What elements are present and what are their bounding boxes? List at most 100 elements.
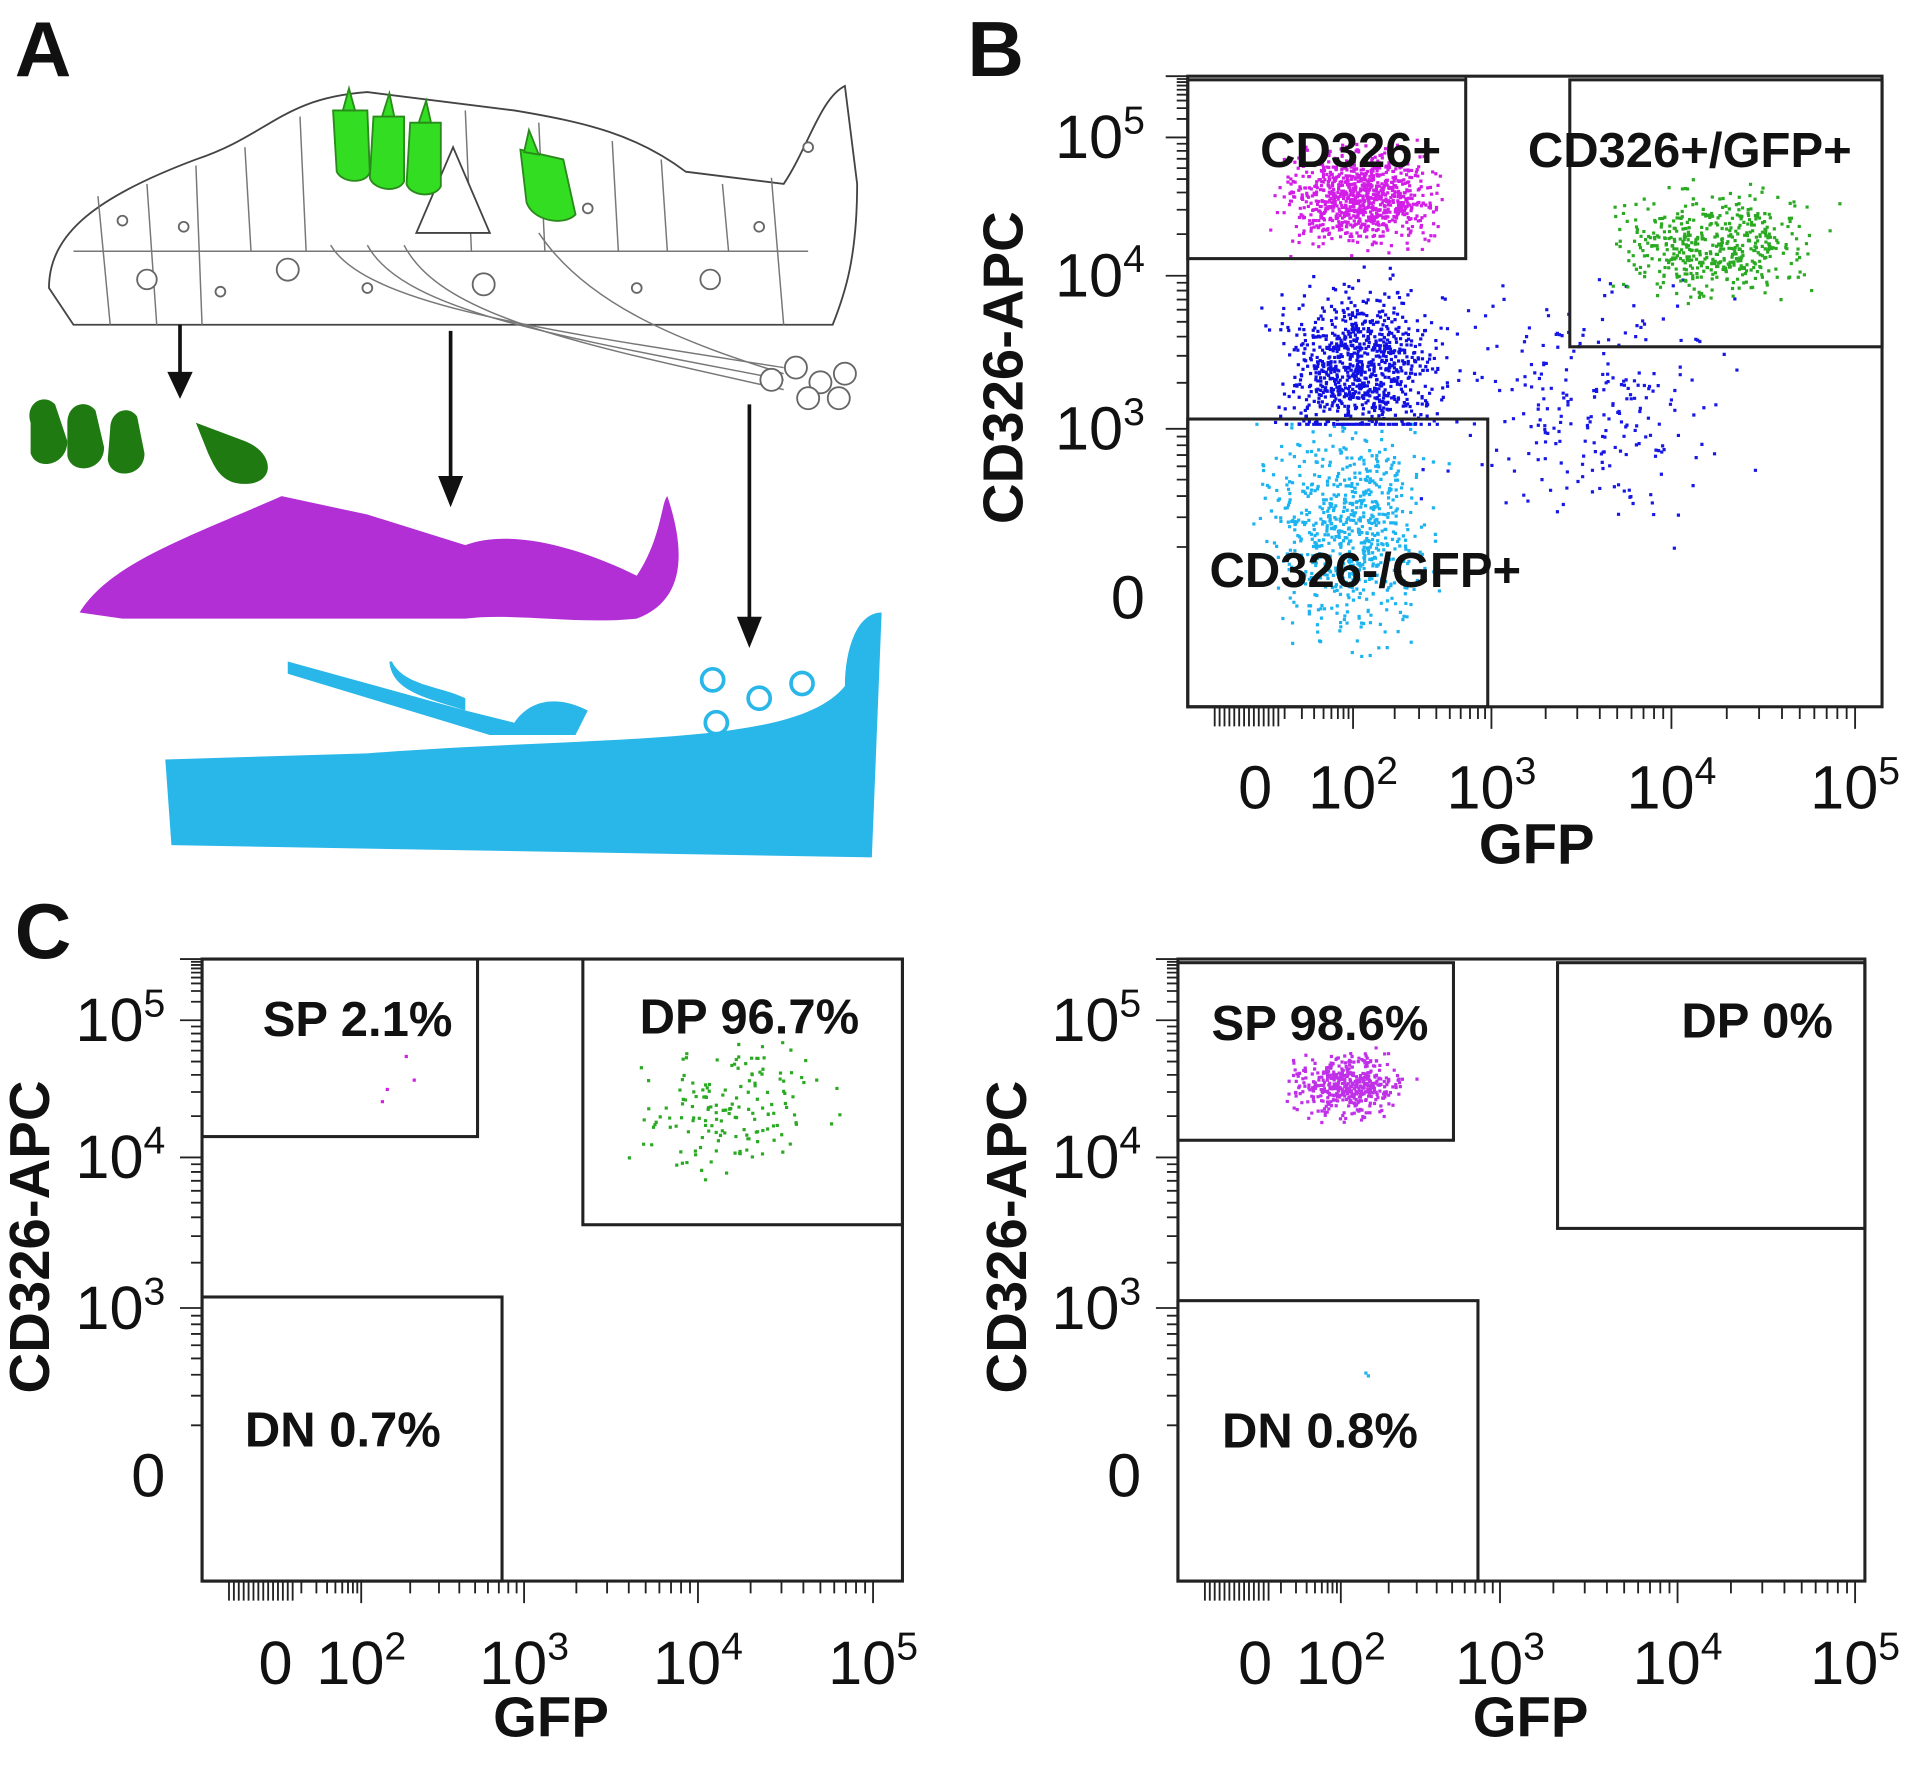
gate-label: SP 98.6% [1212, 997, 1429, 1051]
gate [1186, 417, 1490, 709]
tick-base: 10 [75, 1123, 143, 1191]
tick-base: 10 [1810, 753, 1878, 821]
tick-label: 102 [316, 1625, 406, 1696]
event-dots [1252, 422, 1451, 659]
y-axis-label: CD326-APC [971, 211, 1034, 524]
tick-exp: 4 [1119, 1120, 1141, 1163]
tick-base: 10 [1055, 103, 1123, 171]
tick-label: 0 [1238, 1629, 1272, 1697]
tick-exp: 3 [547, 1625, 569, 1668]
tick-base: 10 [1446, 753, 1514, 821]
hair-cells [29, 399, 268, 484]
tick-exp: 3 [1515, 750, 1537, 793]
tick-exp: 4 [1695, 750, 1717, 793]
event-dots [1285, 1046, 1419, 1125]
event-dots [1611, 178, 1842, 306]
tick-base: 10 [1308, 753, 1376, 821]
tick-label: 104 [1626, 750, 1716, 821]
tick-exp: 3 [1523, 1625, 1545, 1668]
tick-label: 0 [1111, 564, 1145, 632]
tick-label: 105 [1055, 100, 1145, 171]
tick-base: 10 [1051, 986, 1119, 1054]
tick-base: 10 [1455, 1629, 1523, 1697]
cochlea-diagram [48, 84, 859, 411]
sensory-epithelium [79, 496, 679, 621]
tick-base: 10 [1051, 1123, 1119, 1191]
gate [1556, 961, 1867, 1230]
tick-base: 10 [479, 1629, 547, 1697]
x-axis-label: GFP [1473, 1686, 1589, 1749]
gate-label: DN 0.7% [245, 1403, 441, 1457]
x-axis-label: GFP [1479, 813, 1595, 876]
gate-label: DP 96.7% [640, 991, 860, 1045]
non-sensory [165, 612, 882, 858]
tick-base: 10 [75, 1274, 143, 1342]
panel-label: B [967, 5, 1024, 93]
gate-label: CD326+ [1260, 124, 1441, 178]
tick-label: 102 [1308, 750, 1398, 821]
gate-label: DN 0.8% [1222, 1405, 1418, 1459]
tick-label: 0 [1238, 753, 1272, 821]
x-axis-label: GFP [493, 1686, 609, 1749]
tick-label: 103 [1051, 1270, 1141, 1341]
gate-label: CD326+/GFP+ [1528, 124, 1852, 178]
tick-label: 104 [75, 1120, 165, 1191]
tick-label: 105 [1810, 1625, 1900, 1696]
tick-exp: 2 [384, 1625, 406, 1668]
tick-base: 10 [1296, 1629, 1364, 1697]
tick-label: 105 [75, 983, 165, 1054]
axis-minor-ticks [1165, 75, 1857, 729]
y-axis-label: CD326-APC [975, 1081, 1038, 1394]
tick-base: 10 [1810, 1629, 1878, 1697]
tick-label: 104 [1633, 1625, 1723, 1696]
gate-label: CD326-/GFP+ [1210, 544, 1522, 598]
flow-plot: 0 102 103 104 1050103104105GFPCD326-APCCD326… [971, 74, 1900, 876]
event-dots [1260, 265, 1462, 426]
tick-exp: 5 [1123, 100, 1145, 143]
tick-base: 10 [1633, 1629, 1701, 1697]
tick-base: 10 [316, 1629, 384, 1697]
gate-label: DP 0% [1681, 994, 1833, 1048]
tick-exp: 5 [1878, 750, 1900, 793]
tick-label: 104 [1055, 238, 1145, 309]
event-dots [1364, 1371, 1370, 1421]
tick-exp: 4 [1123, 238, 1145, 281]
tick-exp: 5 [896, 1625, 918, 1668]
tick-exp: 3 [144, 1270, 166, 1313]
panel-label: C [15, 887, 72, 975]
tick-label: 103 [479, 1625, 569, 1696]
event-dots [380, 1054, 416, 1104]
tick-label: 105 [1051, 983, 1141, 1054]
gate [200, 1295, 504, 1583]
tick-label: 105 [1810, 750, 1900, 821]
tick-label: 102 [1296, 1625, 1386, 1696]
gate [1568, 78, 1884, 349]
plot-frame [1176, 957, 1867, 1583]
axis-minor-ticks [180, 958, 874, 1604]
tick-exp: 3 [1119, 1270, 1141, 1313]
event-dots [1269, 138, 1444, 259]
tick-exp: 5 [1878, 1625, 1900, 1668]
tick-base: 10 [1626, 753, 1694, 821]
gate [581, 957, 904, 1227]
tick-base: 10 [1055, 395, 1123, 463]
tick-base: 10 [828, 1629, 896, 1697]
gate [1176, 1299, 1480, 1583]
plot-frame [200, 957, 904, 1583]
panel-label: A [15, 5, 72, 93]
tick-label: 0 [131, 1442, 165, 1510]
tick-exp: 3 [1123, 391, 1145, 434]
tick-label: 0 [258, 1629, 292, 1697]
tick-base: 10 [653, 1629, 721, 1697]
tick-label: 103 [1055, 391, 1145, 462]
tick-exp: 4 [721, 1625, 743, 1668]
gate [200, 957, 480, 1139]
tick-label: 104 [1051, 1120, 1141, 1191]
gate [1186, 78, 1468, 261]
tick-label: 0 [1107, 1442, 1141, 1510]
flow-plots: 0 102 103 104 1050103104105GFPCD326-APCCD326… [0, 74, 1900, 1749]
tick-label: 105 [828, 1625, 918, 1696]
